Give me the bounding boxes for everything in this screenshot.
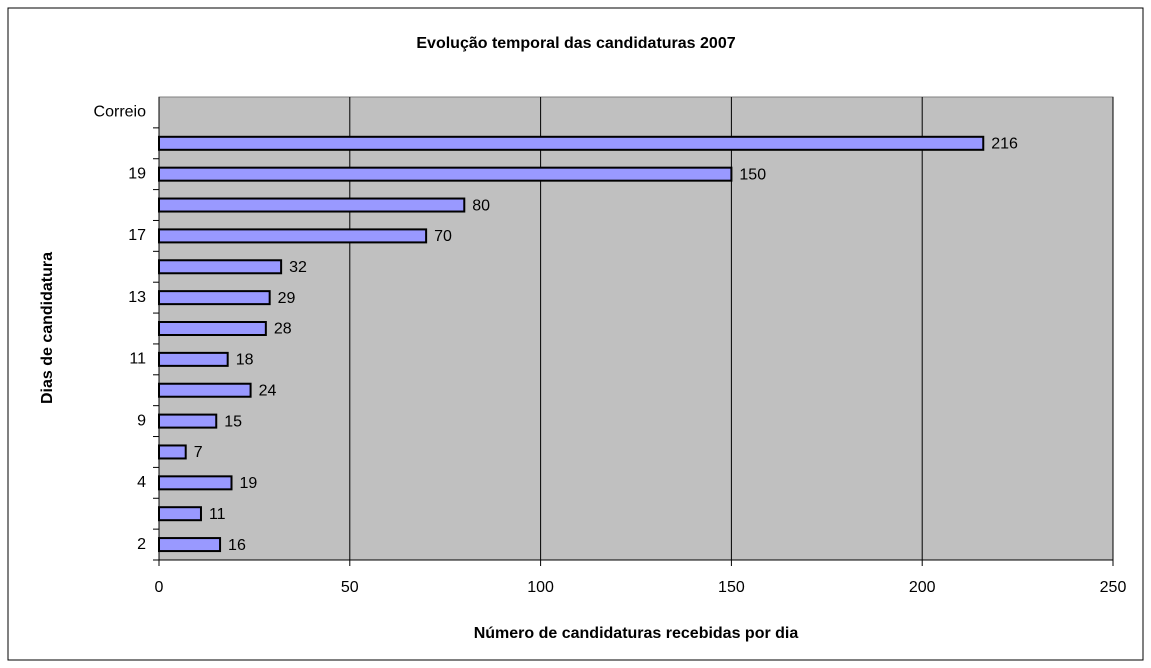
data-label: 216 [991, 136, 1018, 153]
data-label: 28 [274, 321, 292, 338]
data-label: 19 [240, 475, 258, 492]
data-label: 15 [224, 413, 242, 430]
data-label: 18 [236, 352, 254, 369]
y-tick-label: 11 [129, 351, 146, 368]
data-label: 29 [278, 290, 296, 307]
x-tick-label: 50 [341, 579, 359, 596]
bar [158, 259, 283, 275]
x-tick-label: 200 [909, 579, 936, 596]
data-label: 80 [472, 197, 490, 214]
y-tick-label: 4 [137, 474, 146, 491]
bar [158, 290, 271, 306]
y-tick-label: 9 [137, 412, 146, 429]
data-label: 150 [739, 166, 766, 183]
x-tick-label: 0 [155, 579, 164, 596]
x-axis-label: Número de candidaturas recebidas por dia [474, 625, 799, 642]
y-tick-label: 17 [128, 227, 146, 244]
bar [158, 166, 733, 182]
bar [158, 413, 218, 429]
chart-title: Evolução temporal das candidaturas 2007 [416, 35, 735, 52]
bar [158, 135, 985, 151]
bar [158, 321, 267, 336]
x-tick-label: 250 [1100, 579, 1127, 596]
bar [158, 228, 428, 244]
y-tick-label: 2 [137, 536, 146, 553]
bar [158, 351, 229, 367]
bar [158, 506, 202, 522]
bar [158, 475, 233, 491]
bar [158, 197, 466, 213]
bar [158, 537, 222, 553]
x-tick-label: 100 [527, 579, 554, 596]
y-tick-label: 13 [128, 289, 146, 306]
plot-area [158, 96, 1114, 561]
bar [158, 444, 187, 460]
x-tick-label: 150 [718, 579, 745, 596]
y-axis-label: Dias de candidatura [39, 252, 56, 404]
data-label: 24 [259, 382, 277, 399]
y-tick-label: Correio [94, 104, 147, 121]
data-label: 70 [434, 228, 452, 245]
data-label: 16 [228, 537, 246, 554]
bar [158, 382, 252, 398]
data-label: 11 [209, 506, 226, 523]
y-tick-label: 19 [128, 165, 146, 182]
data-label: 32 [289, 259, 307, 276]
data-label: 7 [194, 444, 203, 461]
